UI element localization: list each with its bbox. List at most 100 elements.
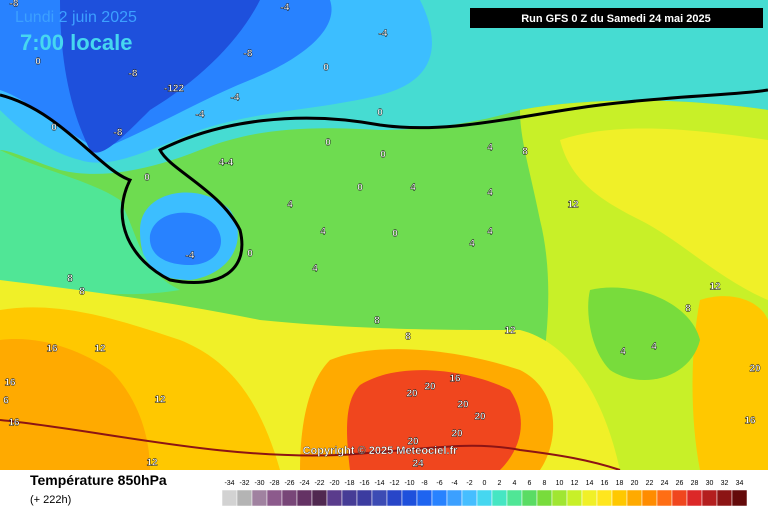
legend-value: -12: [389, 480, 399, 487]
legend-value: -30: [254, 480, 264, 487]
legend-value: 20: [631, 480, 639, 487]
copyright: Copyright © 2025 Meteociel.fr: [303, 445, 459, 457]
legend-swatch: [401, 489, 418, 507]
legend-value: 18: [616, 480, 624, 487]
contour-label: 12: [709, 282, 721, 293]
legend-value: 10: [556, 480, 564, 487]
contour-label: 4: [469, 239, 475, 250]
footer-lead: (+ 222h): [30, 494, 71, 506]
contour-label: 4: [651, 342, 657, 353]
legend-swatch: [701, 489, 718, 507]
legend-swatch: [341, 489, 358, 507]
legend-swatch: [566, 489, 583, 507]
time: 7:00 locale: [20, 30, 133, 55]
legend-value: 26: [676, 480, 684, 487]
legend-swatch: [296, 489, 313, 507]
legend-swatch: [266, 489, 283, 507]
contour-label: 0: [35, 57, 41, 68]
contour-label: 4: [287, 200, 293, 211]
contour-label: -4: [231, 93, 240, 104]
contour-label: 0: [51, 123, 57, 134]
legend-value: -34: [224, 480, 234, 487]
contour-label: -8: [129, 69, 138, 80]
contour-label: 24: [412, 459, 424, 470]
contour-label: 0: [323, 63, 329, 74]
contour-label: 16: [449, 374, 461, 385]
legend-value: -18: [344, 480, 354, 487]
legend-value: 28: [691, 480, 699, 487]
contour-label: 12: [94, 344, 106, 355]
map-background: [0, 0, 768, 471]
contour-label: 16: [8, 418, 20, 429]
contour-label: -4: [379, 29, 388, 40]
legend-value: -32: [239, 480, 249, 487]
legend-swatch: [221, 489, 238, 507]
contour-label: 4: [410, 183, 416, 194]
contour-label: -8: [244, 49, 253, 60]
contour-label: 4: [312, 264, 318, 275]
contour-label: 0: [144, 173, 150, 184]
legend-value: 2: [498, 480, 502, 487]
legend-value: 4: [513, 480, 517, 487]
legend-swatch: [536, 489, 553, 507]
contour-label: 0: [247, 249, 253, 260]
contour-label: 8: [522, 147, 528, 158]
legend-swatch: [731, 489, 748, 507]
legend-value: 12: [571, 480, 579, 487]
legend-value: -2: [466, 480, 472, 487]
contour-label: 4: [487, 227, 493, 238]
contour-label: 4: [320, 227, 326, 238]
run-info: Run GFS 0 Z du Samedi 24 mai 2025: [521, 13, 711, 25]
legend-value: 0: [483, 480, 487, 487]
contour-label: 12: [146, 458, 158, 469]
contour-label: -4: [281, 3, 290, 14]
legend-value: 8: [543, 480, 547, 487]
legend-swatch: [641, 489, 658, 507]
contour-label: 20: [749, 364, 761, 375]
contour-label: 0: [380, 150, 386, 161]
legend-value: -28: [269, 480, 279, 487]
legend-swatch: [236, 489, 253, 507]
contour-label: 12: [154, 395, 166, 406]
legend-swatch: [326, 489, 343, 507]
legend-swatch: [251, 489, 268, 507]
legend-value: -20: [329, 480, 339, 487]
legend-value: 32: [721, 480, 729, 487]
legend-value: -8: [421, 480, 427, 487]
legend-swatch: [716, 489, 733, 507]
contour-label: 8: [405, 332, 411, 343]
legend-swatch: [491, 489, 508, 507]
contour-label: 12: [504, 326, 516, 337]
contour-label: 16: [46, 344, 58, 355]
legend-value: 34: [736, 480, 744, 487]
footer-title: Température 850hPa: [30, 472, 167, 488]
contour-label: 0: [357, 183, 363, 194]
contour-label: 20: [424, 382, 436, 393]
legend-value: 22: [646, 480, 654, 487]
legend-swatch: [371, 489, 388, 507]
legend-swatch: [386, 489, 403, 507]
legend-value: 6: [528, 480, 532, 487]
legend-swatch: [476, 489, 493, 507]
legend-swatch: [446, 489, 463, 507]
legend-value: -24: [299, 480, 309, 487]
contour-label: 12: [567, 200, 579, 211]
contour-label: 4: [620, 347, 626, 358]
contour-label: 0: [325, 138, 331, 149]
legend-value: 24: [661, 480, 669, 487]
legend-value: -14: [374, 480, 384, 487]
legend-value: -26: [284, 480, 294, 487]
legend-value: 14: [586, 480, 594, 487]
contour-label: -8: [114, 128, 123, 139]
contour-label: -4: [196, 110, 205, 121]
contour-label: 8: [67, 274, 73, 285]
contour-label: -4: [186, 251, 195, 262]
legend-swatch: [656, 489, 673, 507]
legend-value: -6: [436, 480, 442, 487]
contour-label: 16: [744, 416, 756, 427]
legend-swatch: [416, 489, 433, 507]
contour-label: 8: [374, 316, 380, 327]
contour-label: -122: [164, 84, 184, 95]
